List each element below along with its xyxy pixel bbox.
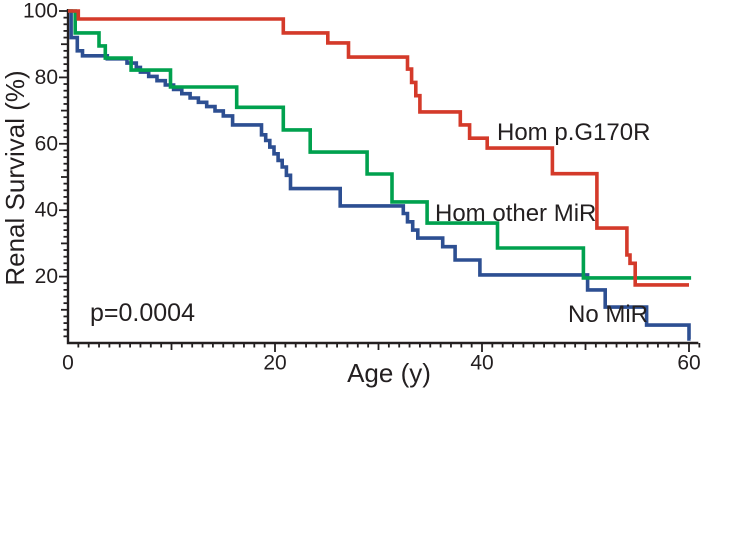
curve-hom-p-g170r <box>68 9 689 287</box>
axis-tick-labels: 20 40 60 80 100 0 20 40 60 <box>23 0 701 374</box>
risk-table: No MiR 54% (22) 21% (5) - Hom other MiR … <box>0 398 736 534</box>
axis-lines <box>66 9 699 345</box>
y-tick-label: 80 <box>35 66 58 89</box>
curve-label-hom-pg170r: Hom p.G170R <box>497 119 650 146</box>
x-tick-label: 0 <box>62 351 74 374</box>
y-tick-label: 40 <box>35 199 58 222</box>
y-tick-label: 100 <box>23 0 58 23</box>
y-tick-label: 20 <box>35 265 58 288</box>
curve-no-mir <box>68 9 691 341</box>
survival-curves <box>68 9 692 341</box>
axis-ticks <box>59 10 701 352</box>
survival-chart: 20 40 60 80 100 0 20 40 60 Renal Survival (%) Ag… <box>0 0 701 388</box>
axes <box>66 9 699 345</box>
curve-label-no-mir: No MiR <box>568 301 648 328</box>
p-value-annotation: p=0.0004 <box>90 299 195 327</box>
x-tick-label: 60 <box>677 351 700 374</box>
y-axis-title: Renal Survival (%) <box>0 70 30 285</box>
x-axis-title: Age (y) <box>347 358 431 388</box>
x-tick-label: 20 <box>263 351 286 374</box>
curve-label-hom-other-mir: Hom other MiR <box>435 200 596 227</box>
curve-hom-other-mir <box>68 9 692 280</box>
y-tick-label: 60 <box>35 132 58 155</box>
x-tick-label: 40 <box>470 351 493 374</box>
